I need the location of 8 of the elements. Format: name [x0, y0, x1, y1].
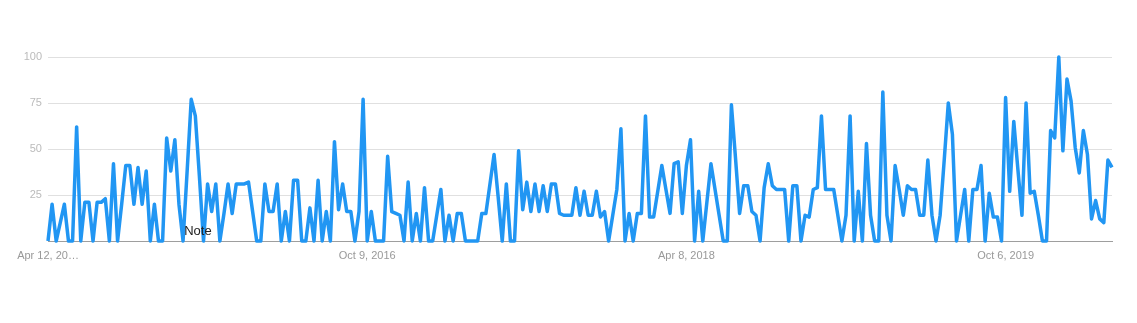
y-tick-label: 25 [29, 188, 42, 201]
x-tick-label: Apr 12, 20… [17, 248, 79, 261]
x-tick-label: Apr 8, 2018 [657, 248, 715, 261]
y-tick-label: 50 [29, 142, 42, 155]
x-tick-label: Oct 9, 2016 [338, 248, 396, 261]
x-tick-label: Oct 6, 2019 [977, 248, 1035, 261]
y-tick-label: 100 [23, 50, 42, 63]
y-tick-label: 75 [29, 96, 42, 109]
